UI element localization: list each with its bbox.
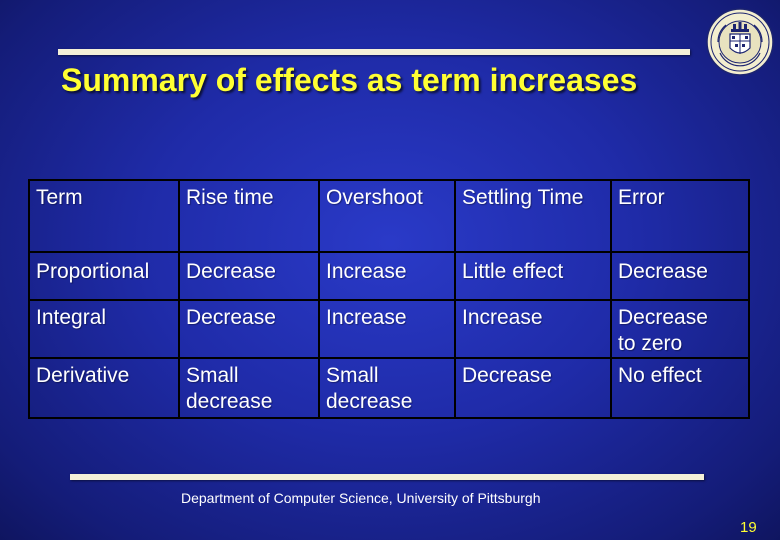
table-cell: No effect bbox=[610, 357, 750, 419]
header-cell: Overshoot bbox=[318, 179, 456, 253]
table-cell: Small decrease bbox=[318, 357, 456, 419]
table-cell: Integral bbox=[28, 299, 180, 359]
table-row: Integral Decrease Increase Increase Decr… bbox=[28, 299, 750, 359]
title-rule-top bbox=[58, 49, 690, 55]
table-cell: Small decrease bbox=[178, 357, 320, 419]
table-cell: Decrease bbox=[610, 251, 750, 301]
table-cell: Increase bbox=[318, 299, 456, 359]
slide-title: Summary of effects as term increases bbox=[61, 62, 638, 98]
header-cell: Error bbox=[610, 179, 750, 253]
table-cell: Decrease to zero bbox=[610, 299, 750, 359]
table-row: Derivative Small decrease Small decrease… bbox=[28, 357, 750, 419]
table-row: Proportional Decrease Increase Little ef… bbox=[28, 251, 750, 301]
table-cell: Decrease bbox=[178, 251, 320, 301]
footer-text: Department of Computer Science, Universi… bbox=[181, 490, 541, 506]
table-cell: Decrease bbox=[178, 299, 320, 359]
table-cell: Decrease bbox=[454, 357, 612, 419]
header-cell: Settling Time bbox=[454, 179, 612, 253]
university-seal-icon bbox=[706, 8, 774, 76]
header-cell: Rise time bbox=[178, 179, 320, 253]
table-header-row: Term Rise time Overshoot Settling Time E… bbox=[28, 179, 750, 253]
table-cell: Proportional bbox=[28, 251, 180, 301]
header-cell: Term bbox=[28, 179, 180, 253]
footer-rule bbox=[70, 474, 704, 480]
table-cell: Little effect bbox=[454, 251, 612, 301]
table-cell: Increase bbox=[454, 299, 612, 359]
effects-summary-table: Term Rise time Overshoot Settling Time E… bbox=[28, 179, 750, 419]
table-cell: Derivative bbox=[28, 357, 180, 419]
page-number: 19 bbox=[740, 519, 757, 536]
table-cell: Increase bbox=[318, 251, 456, 301]
